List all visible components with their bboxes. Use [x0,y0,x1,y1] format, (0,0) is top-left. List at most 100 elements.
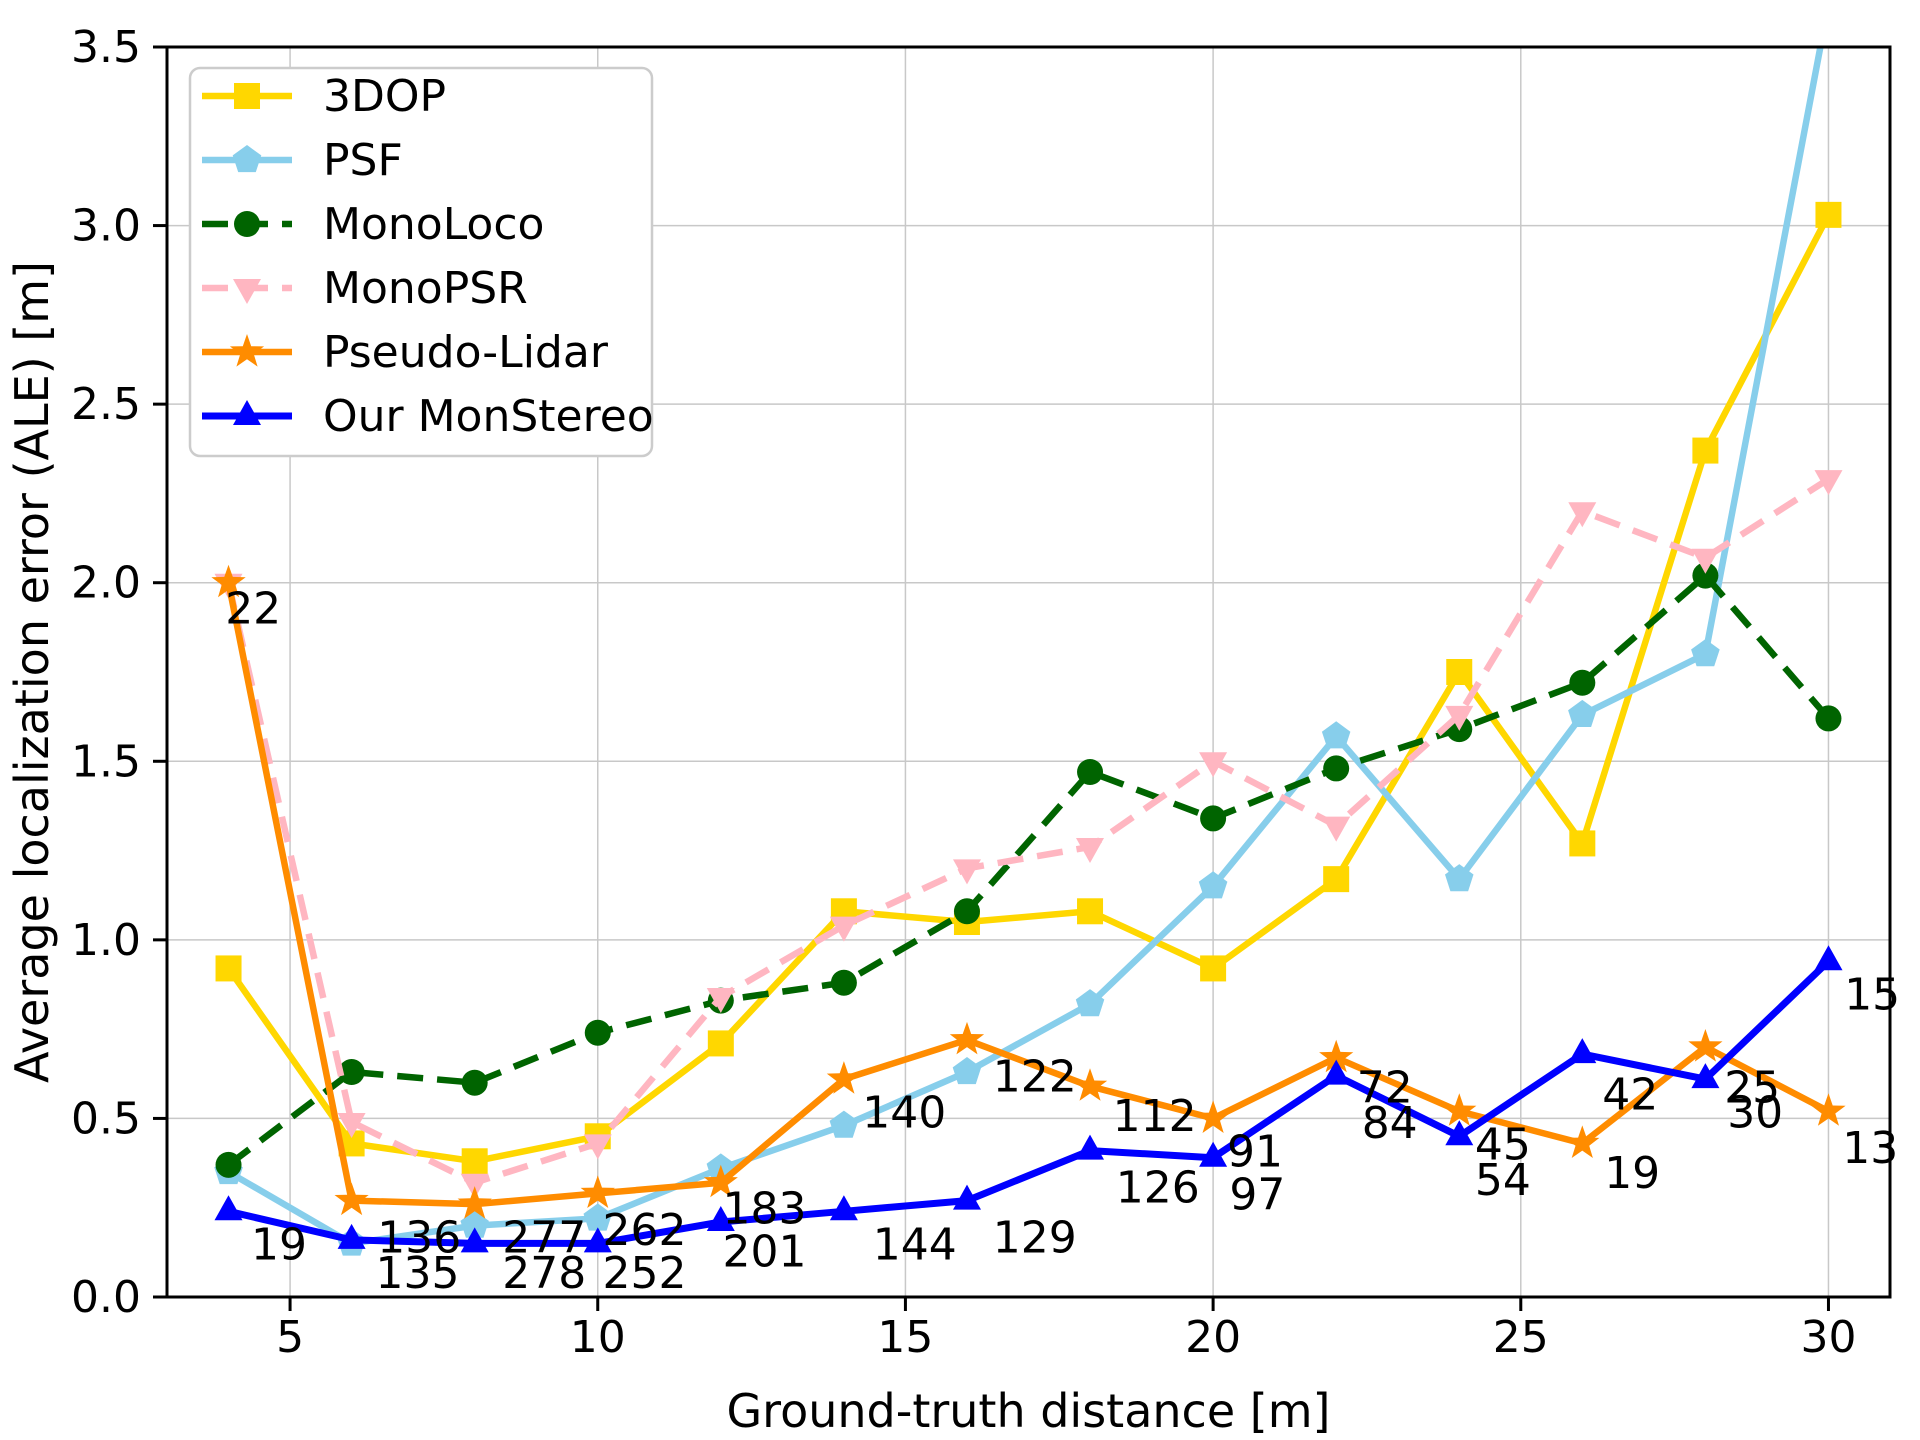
legend-entry-our-monstereo: Our MonStereo [202,391,654,442]
marker-our-monstereo-26 [1568,1038,1597,1064]
annotation-count-our-monstereo-11: 144 [873,1219,957,1270]
marker-pseudo-lidar-8 [457,1186,492,1219]
marker-monoloco-8 [461,1069,488,1096]
annotation-count-our-monstereo-15: 126 [1116,1162,1200,1213]
marker-psf-22 [1321,721,1351,749]
marker-monopsr-30 [1814,470,1843,496]
marker-psf-20 [1198,871,1228,899]
series-group [211,0,1846,1256]
marker-monopsr-14 [829,916,858,942]
marker-pseudo-lidar-4 [211,564,246,598]
legend-our-monstereo-marker-icon [233,400,261,425]
x-axis-label: Ground-truth distance [m] [727,1384,1331,1438]
marker-our-monstereo-22 [1322,1059,1351,1085]
legend-entry-3dop: 3DOP [202,71,446,122]
marker-monoloco-22 [1323,755,1350,782]
y-tick-label-1.5: 1.5 [71,736,141,787]
marker-pseudo-lidar-6 [334,1182,369,1216]
marker-monoloco-14 [830,969,857,996]
legend: 3DOP PSF MonoLoco MonoPSR Pseudo-Lidar Our Mo… [188,66,654,458]
y-tick-label-2.5: 2.5 [71,379,141,430]
marker-monoloco-4 [215,1151,242,1178]
y-tick-label-2.0: 2.0 [71,558,141,609]
series-line-pseudo-lidar [225,582,1831,1208]
marker-psf-8 [460,1210,489,1238]
y-tick-label-1.0: 1.0 [71,915,141,966]
annotation-count-pseudo-lidar-16: 91 [1227,1127,1283,1178]
marker-psf-24 [1445,864,1474,892]
marker-our-monstereo-8 [460,1227,489,1253]
marker-monopsr-6 [337,1113,366,1138]
legend-label-pseudo-lidar: Pseudo-Lidar [323,327,609,378]
marker-monopsr-16 [953,859,981,885]
marker-monoloco-28 [1692,562,1719,589]
marker-3dop-20 [1200,955,1227,982]
marker-monopsr-22 [1322,816,1351,842]
legend-entry-monopsr: MonoPSR [202,263,528,314]
marker-our-monstereo-20 [1199,1141,1228,1167]
plot-border [165,45,1892,1299]
annotation-count-our-monstereo-17: 97 [1229,1169,1285,1220]
annotation-count-pseudo-lidar-14: 112 [1113,1091,1197,1142]
annotation-count-pseudo-lidar-4: 277 [502,1212,586,1263]
marker-pseudo-lidar-28 [1688,1029,1723,1062]
annotation-count-our-monstereo-22: 42 [1602,1069,1658,1120]
x-tick-label-20: 20 [1185,1312,1241,1363]
series-line-our-monstereo [227,958,1831,1247]
marker-our-monstereo-10 [583,1227,612,1253]
marker-pseudo-lidar-26 [1565,1125,1600,1158]
marker-3dop-28 [1692,437,1719,464]
marker-psf-30 [1814,0,1843,16]
legend-entry-psf: PSF [202,135,403,186]
annotation-count-pseudo-lidar-10: 140 [862,1087,946,1138]
legend-monopsr-marker-icon [233,279,261,304]
marker-psf-28 [1691,639,1720,667]
marker-monopsr-28 [1691,548,1720,574]
marker-3dop-24 [1446,659,1473,685]
marker-our-monstereo-28 [1691,1063,1720,1089]
annotation-count-pseudo-lidar-24: 25 [1724,1062,1780,1113]
axes-ticks: 5 10 15 20 25 300.00.51.01.52.02.53.03.5 [71,22,1856,1363]
legend-label-our-monstereo: Our MonStereo [323,391,654,442]
marker-monoloco-26 [1569,669,1596,696]
annotation-count-our-monstereo-7: 252 [603,1248,687,1299]
marker-pseudo-lidar-18 [1072,1068,1108,1101]
marker-3dop-12 [707,1030,734,1057]
series-line-monoloco [226,572,1831,1168]
annotation-count-pseudo-lidar-8: 183 [723,1184,807,1235]
marker-monopsr-12 [706,988,735,1013]
marker-our-monstereo-24 [1445,1120,1474,1146]
x-tick-label-10: 10 [570,1312,626,1363]
annotation-count-our-monstereo-9: 201 [723,1227,807,1278]
marker-monopsr-18 [1076,838,1104,863]
marker-3dop-22 [1323,866,1350,893]
marker-monoloco-18 [1077,759,1104,785]
annotation-count-pseudo-lidar-18: 72 [1357,1062,1413,1113]
annotation-count-our-monstereo-25: 30 [1727,1087,1783,1138]
annotation-count-our-monstereo-1: 19 [251,1219,307,1270]
annotation-count-our-monstereo-26: 15 [1844,969,1900,1020]
annotation-count-our-monstereo-19: 84 [1362,1098,1418,1149]
marker-pseudo-lidar-22 [1319,1039,1354,1073]
legend-entry-monoloco: MonoLoco [202,199,544,250]
marker-our-monstereo-18 [1076,1134,1104,1160]
y-axis-label: Average localization error (ALE) [m] [5,261,59,1083]
legend-box [188,66,654,458]
series-line-3dop [225,213,1832,1165]
marker-monoloco-16 [953,898,980,925]
marker-psf-10 [583,1203,612,1231]
marker-monoloco-30 [1815,705,1842,732]
marker-our-monstereo-12 [706,1206,735,1231]
marker-monopsr-24 [1445,705,1474,731]
marker-3dop-30 [1815,201,1842,228]
marker-3dop-18 [1077,898,1104,925]
marker-pseudo-lidar-30 [1811,1093,1846,1126]
legend-entry-pseudo-lidar: Pseudo-Lidar [202,327,609,378]
annotation-count-pseudo-lidar-2: 136 [377,1212,461,1263]
legend-pseudo-lidar-marker-icon [229,334,265,367]
annotation-count-our-monstereo-13: 129 [993,1212,1077,1263]
marker-monoloco-6 [338,1059,365,1085]
